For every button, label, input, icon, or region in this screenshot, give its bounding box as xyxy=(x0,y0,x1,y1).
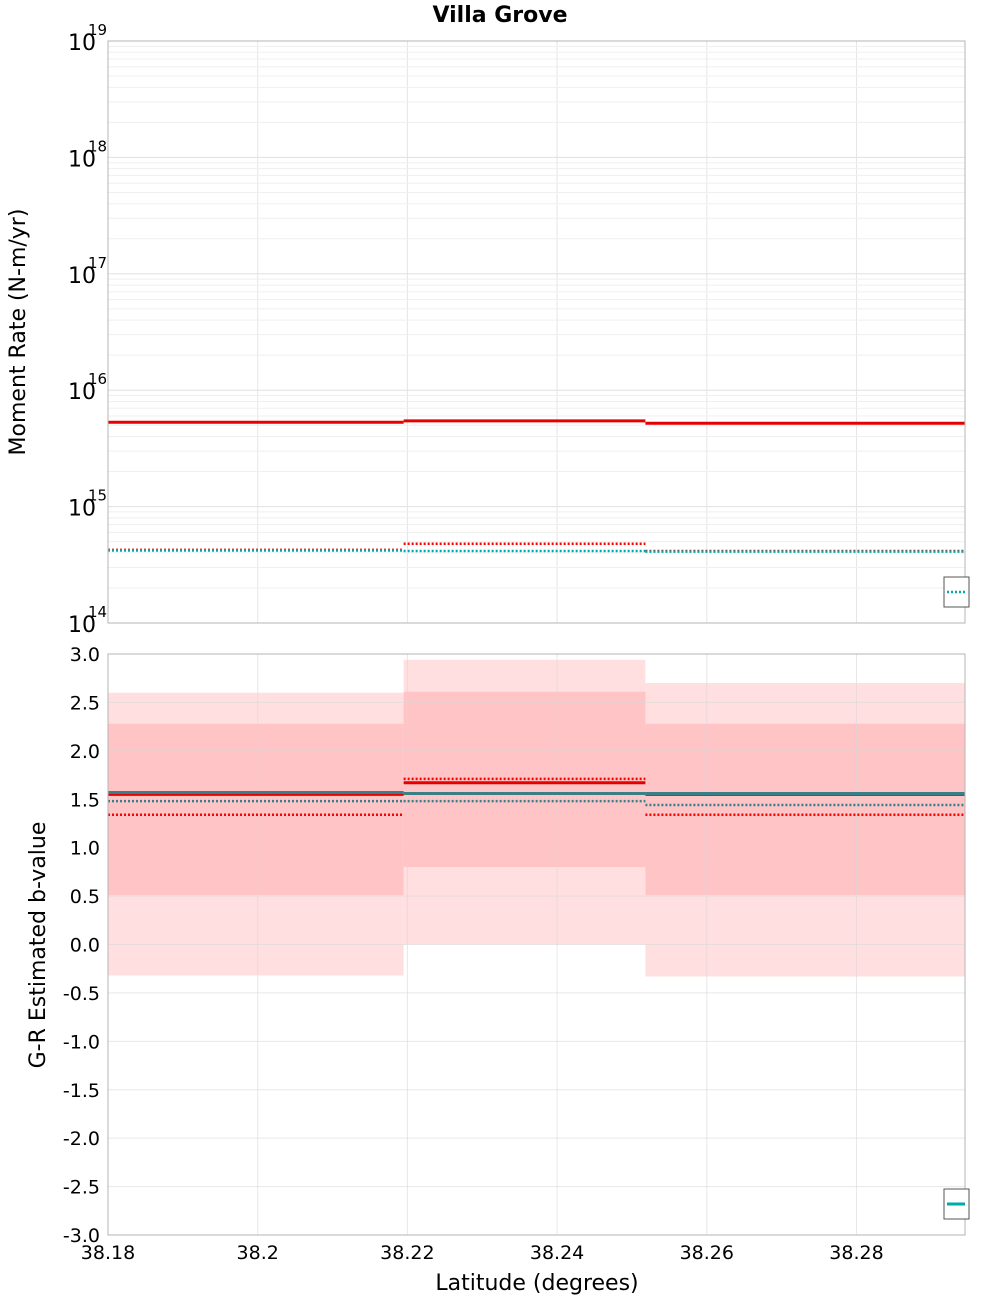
b-value-y-tick-label: 1.5 xyxy=(70,789,100,811)
chart-title: Villa Grove xyxy=(432,3,567,28)
b-value-y-tick-label: -3.0 xyxy=(63,1225,100,1247)
b-value-y-tick-label: 2.0 xyxy=(70,741,100,763)
b-value-band-inner xyxy=(108,723,404,896)
b-value-y-tick-label: -2.5 xyxy=(63,1177,100,1199)
b-value-band-inner xyxy=(645,723,965,896)
x-axis-tick-label: 38.18 xyxy=(81,1242,135,1264)
x-axis-tick-label: 38.24 xyxy=(530,1242,584,1264)
moment-rate-y-tick-exponent: 16 xyxy=(88,370,107,388)
x-axis-tick-label: 38.26 xyxy=(680,1242,734,1264)
b-value-y-tick-label: -2.0 xyxy=(63,1128,100,1150)
b-value-series xyxy=(108,777,965,816)
b-value-y-tick-label: -1.5 xyxy=(63,1080,100,1102)
moment-rate-y-tick-exponent: 15 xyxy=(88,487,107,505)
b-value-ylabel: G-R Estimated b-value xyxy=(26,822,51,1069)
moment-rate-y-tick-label: 10 xyxy=(68,380,96,405)
b-value-y-tick-label: 3.0 xyxy=(70,644,100,666)
moment-rate-y-tick-exponent: 19 xyxy=(88,21,107,39)
b-value-y-tick-label: 1.0 xyxy=(70,838,100,860)
b-value-y-tick-label: -0.5 xyxy=(63,983,100,1005)
moment-rate-ylabel: Moment Rate (N-m/yr) xyxy=(6,209,31,456)
b-value-y-tick-label: -1.0 xyxy=(63,1031,100,1053)
moment-rate-series xyxy=(108,419,965,553)
b-value-legend xyxy=(943,1188,970,1220)
moment-rate-y-tick-label: 10 xyxy=(68,264,96,289)
b-value-frame xyxy=(107,653,966,1236)
moment-rate-y-tick-exponent: 18 xyxy=(88,137,107,155)
moment-rate-y-tick-label: 10 xyxy=(68,497,96,522)
moment-rate-y-tick-label: 10 xyxy=(68,613,96,638)
moment-rate-y-tick-exponent: 14 xyxy=(88,603,107,621)
x-axis-ticks: 38.18 38.2 38.22 38.24 38.26 38.28 xyxy=(81,1242,884,1264)
x-axis-tick-label: 38.22 xyxy=(380,1242,434,1264)
b-value-panel: -3.0 -2.5 -2.0 -1.5 -1.0 -0.5 0.0 0.5 1.0 1.5 2.0 2… xyxy=(26,644,970,1296)
x-axis-tick-label: 38.28 xyxy=(829,1242,883,1264)
moment-rate-legend xyxy=(943,576,970,608)
moment-rate-y-tick-exponent: 17 xyxy=(88,254,107,272)
x-axis-tick-label: 38.2 xyxy=(237,1242,279,1264)
b-value-confidence-bands xyxy=(108,659,965,977)
x-axis-label: Latitude (degrees) xyxy=(435,1271,638,1296)
moment-rate-frame xyxy=(107,40,966,624)
b-value-y-tick-label: 2.5 xyxy=(70,692,100,714)
b-value-y-ticks: -3.0 -2.5 -2.0 -1.5 -1.0 -0.5 0.0 0.5 1.0 1.5 2.0 2… xyxy=(63,644,100,1247)
moment-rate-y-tick-label: 10 xyxy=(68,147,96,172)
b-value-y-tick-label: 0.0 xyxy=(70,935,100,957)
moment-rate-y-tick-label: 10 xyxy=(68,31,96,56)
b-value-y-tick-label: 0.5 xyxy=(70,886,100,908)
